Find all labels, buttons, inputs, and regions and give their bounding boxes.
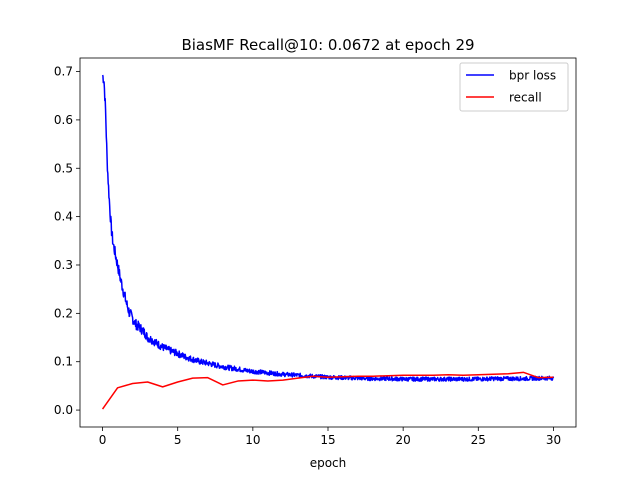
series-line-recall <box>101 371 554 410</box>
legend-label-recall: recall <box>509 91 542 105</box>
x-tick-label: 30 <box>546 433 561 447</box>
y-tick-label: 0.4 <box>54 210 73 224</box>
y-tick-label: 0.0 <box>54 403 73 417</box>
y-tick-label: 0.3 <box>54 258 73 272</box>
y-tick-label: 0.1 <box>54 355 73 369</box>
y-tick-label: 0.7 <box>54 65 73 79</box>
chart-title: BiasMF Recall@10: 0.0672 at epoch 29 <box>181 36 474 54</box>
x-tick-label: 0 <box>99 433 107 447</box>
plot-area: 0 5 10 15 20 25 30 0.0 0.1 0.2 0.3 0.4 0.5 0.6 0.7 <box>54 57 577 447</box>
x-tick-label: 15 <box>320 433 335 447</box>
x-tick-label: 10 <box>245 433 260 447</box>
legend: bpr loss recall <box>459 62 569 112</box>
x-tick-label: 20 <box>396 433 411 447</box>
x-tick-label: 5 <box>174 433 182 447</box>
legend-label-bpr-loss: bpr loss <box>509 69 556 83</box>
x-tick-label: 25 <box>471 433 486 447</box>
y-tick-label: 0.6 <box>54 113 73 127</box>
x-axis-label: epoch <box>310 456 347 470</box>
y-tick-label: 0.2 <box>54 306 73 320</box>
y-tick-label: 0.5 <box>54 161 73 175</box>
